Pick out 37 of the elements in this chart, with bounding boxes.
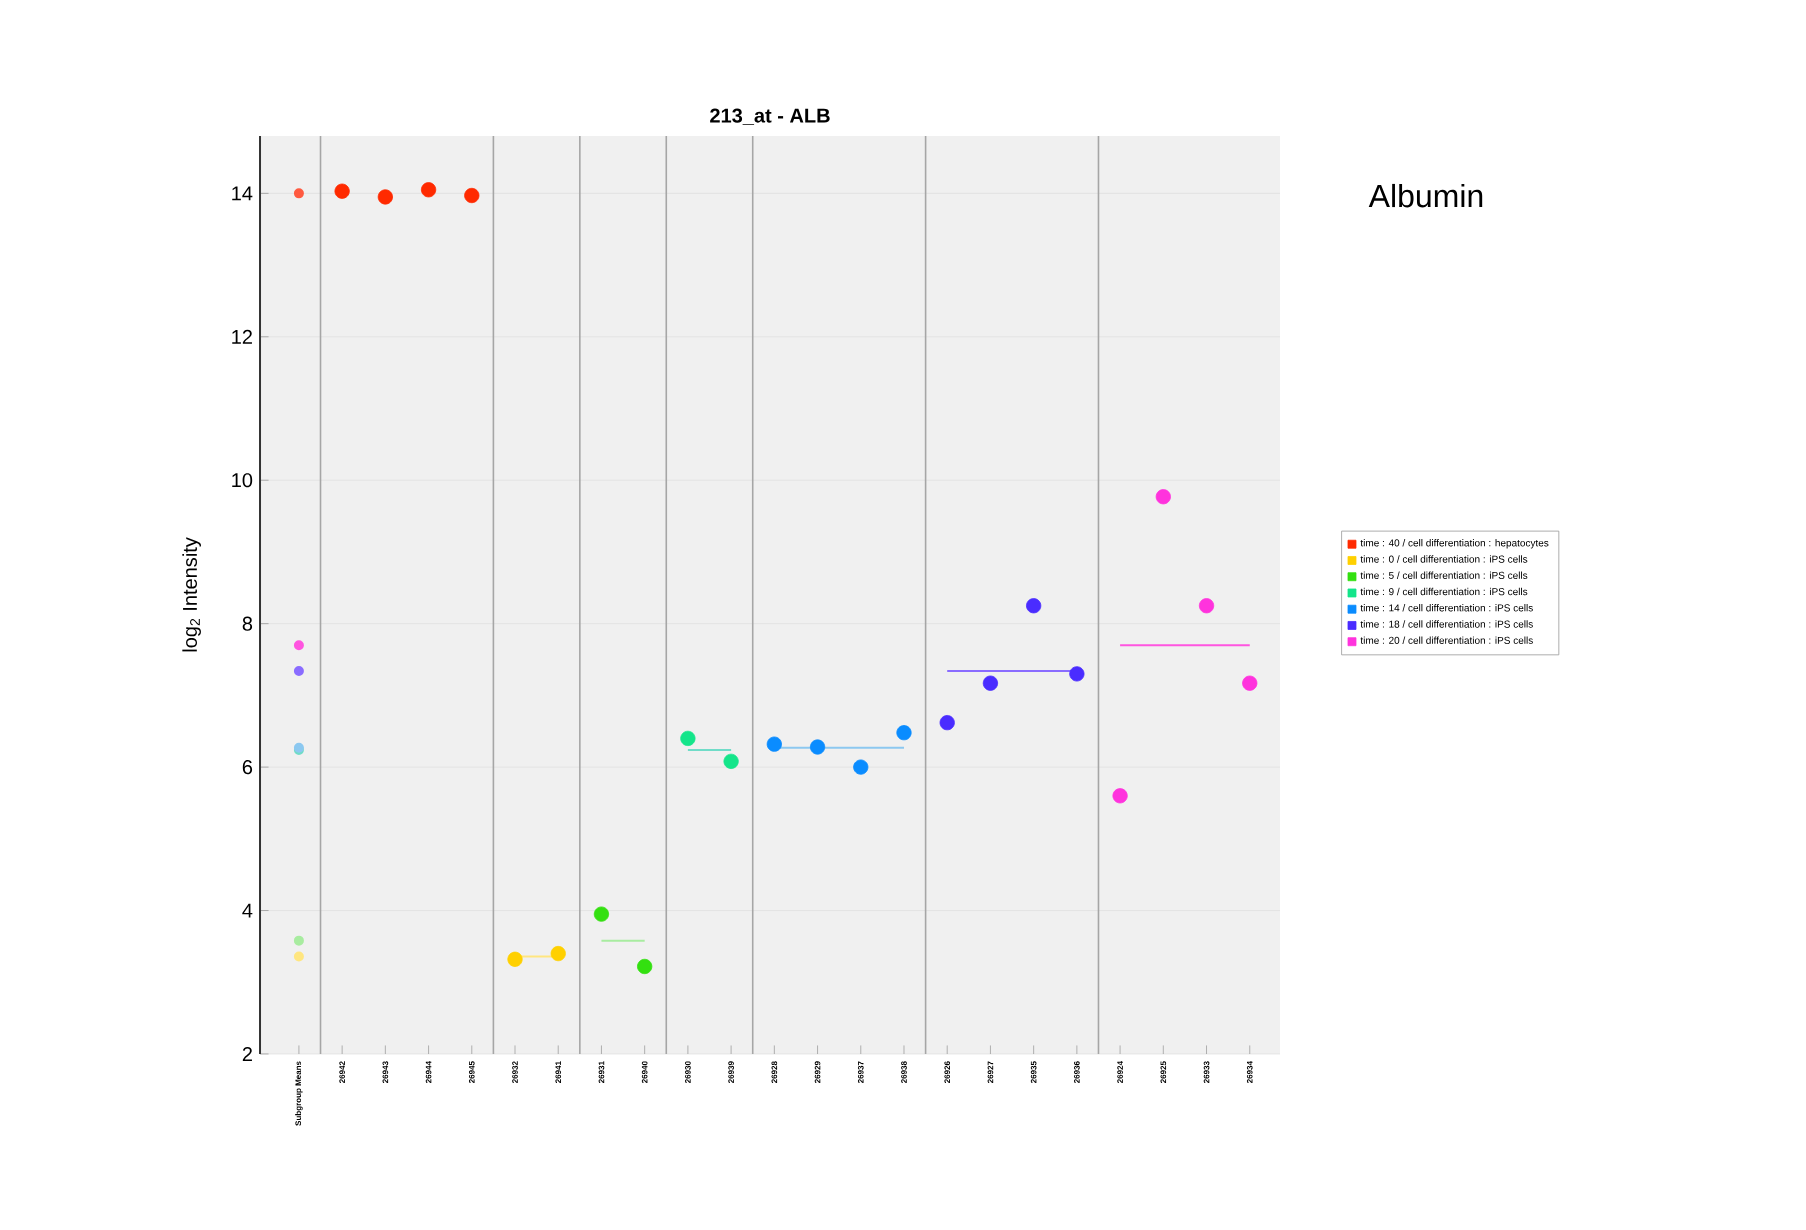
point [982,675,999,691]
point [1069,666,1085,682]
y-tick-label: 4 [242,903,253,918]
point [1198,598,1215,614]
point [550,945,566,962]
y-tick-label: 6 [242,760,253,775]
y-tick-label: 8 [242,616,253,631]
y-tick-label: 10 [232,473,253,488]
point [853,759,869,775]
point [939,715,955,731]
point [464,187,480,204]
point [896,725,912,741]
point [766,736,782,752]
point [293,640,304,651]
y-tick-label: 12 [232,329,252,344]
point [1155,489,1171,505]
point [334,183,350,199]
point [809,739,826,755]
point [723,753,739,769]
point [680,730,696,747]
chart-title: 213_at - ALB [710,108,830,125]
point [593,906,610,922]
point [377,189,393,205]
point [293,951,304,962]
point [507,951,523,967]
y-axis-title: log$_{2}$ Intensity [182,537,201,652]
point [1242,675,1258,691]
point [1112,788,1128,804]
point [293,188,304,199]
point [1026,598,1042,614]
point [293,935,304,946]
point [293,666,304,676]
y-tick-label: 14 [232,186,253,201]
point [420,182,437,198]
point [637,958,653,975]
y-tick-label: 2 [242,1047,252,1061]
text: Albumin [1368,183,1483,208]
